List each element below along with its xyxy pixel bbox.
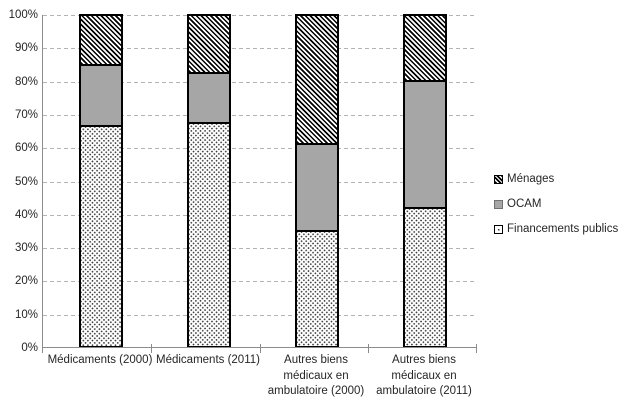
bar-segment-solid xyxy=(404,81,446,208)
x-category-label: Médicaments (2011) xyxy=(156,354,260,366)
x-axis-tick xyxy=(42,344,43,353)
y-tick-label: 70% xyxy=(14,108,38,121)
bar-segment-hatch xyxy=(188,15,230,74)
gridline-40 xyxy=(43,214,477,216)
bar-segment-dots xyxy=(80,126,122,347)
x-axis-tick xyxy=(476,344,477,353)
bar-category-1 xyxy=(187,14,231,347)
y-tick-label: 90% xyxy=(14,42,38,55)
y-tick-label: 20% xyxy=(14,275,38,288)
y-tick-label: 0% xyxy=(21,342,38,354)
legend-item: Ménages xyxy=(494,171,618,187)
bar-segment-dots xyxy=(296,230,338,347)
gridline-70 xyxy=(43,114,477,116)
gridline-50 xyxy=(43,181,477,183)
legend-label: Ménages xyxy=(507,173,555,185)
x-category-label: Médicaments (2000) xyxy=(47,354,153,366)
legend-item: Financements publics xyxy=(494,221,618,237)
gridline-100 xyxy=(43,15,477,16)
plot-area xyxy=(42,14,477,348)
gridline-10 xyxy=(43,314,477,316)
legend-label: Financements publics xyxy=(507,223,619,235)
y-tick-label: 100% xyxy=(8,9,38,21)
y-tick-label: 80% xyxy=(14,75,38,88)
y-tick-label: 30% xyxy=(14,242,38,255)
x-axis-tick xyxy=(259,344,261,353)
y-tick-label: 50% xyxy=(14,175,38,188)
gridline-60 xyxy=(43,148,477,150)
legend-label: OCAM xyxy=(507,198,542,210)
bar-segment-hatch xyxy=(80,15,122,65)
bar-category-0 xyxy=(79,14,123,347)
bar-segment-solid xyxy=(188,73,230,123)
legend-swatch-dots-icon xyxy=(494,224,503,234)
legend-item: OCAM xyxy=(494,196,618,212)
x-category-label: Autres biens médicaux en ambulatoire (20… xyxy=(267,354,365,397)
gridline-90 xyxy=(43,48,477,50)
x-axis-tick xyxy=(368,344,370,353)
legend-swatch-solid-icon xyxy=(494,199,503,209)
bar-segment-solid xyxy=(296,144,338,231)
gridline-30 xyxy=(43,248,477,250)
bar-category-3 xyxy=(403,14,447,347)
legend-swatch-hatch-icon xyxy=(494,174,503,184)
y-tick-label: 60% xyxy=(14,142,38,155)
bar-segment-dots xyxy=(404,207,446,347)
bar-category-2 xyxy=(295,14,339,347)
bar-segment-hatch xyxy=(404,15,446,82)
bar-segment-solid xyxy=(80,64,122,127)
legend: Ménages OCAM Financements publics xyxy=(494,171,618,237)
y-tick-label: 40% xyxy=(14,208,38,221)
y-tick-label: 10% xyxy=(14,308,38,321)
bar-segment-dots xyxy=(188,122,230,347)
x-axis-tick xyxy=(150,344,152,353)
gridline-20 xyxy=(43,281,477,283)
bar-segment-hatch xyxy=(296,15,338,145)
gridline-80 xyxy=(43,81,477,83)
x-category-label: Autres biens médicaux en ambulatoire (20… xyxy=(376,354,472,397)
